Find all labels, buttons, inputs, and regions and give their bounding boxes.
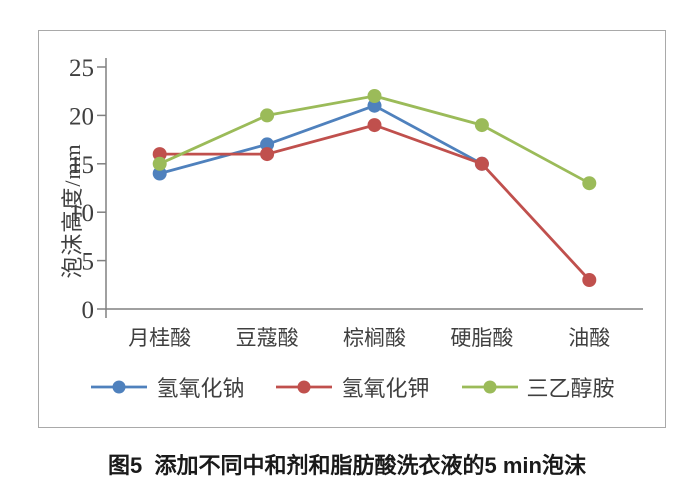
legend-marker-koh-icon [276,380,333,394]
series-point-2 [474,118,489,133]
y-tick-label: 20 [69,103,94,130]
legend: 氢氧化钠 氢氧化钾 三乙醇胺 [39,371,665,403]
legend-marker-tea-icon [461,380,518,394]
y-tick-label: 0 [82,297,95,324]
legend-item-koh: 氢氧化钾 [274,371,430,403]
y-tick-label: 5 [82,249,95,276]
series-point-1 [260,147,275,162]
x-tick-label: 硬脂酸 [450,326,513,350]
y-tick-label: 15 [69,152,94,179]
x-tick-label: 豆蔻酸 [236,326,299,350]
legend-item-naoh: 氢氧化钠 [89,371,244,403]
legend-label-koh: 氢氧化钾 [341,376,430,401]
legend-item-tea: 三乙醇胺 [460,371,615,403]
x-tick-label: 月桂酸 [128,326,191,350]
x-tick-label: 油酸 [568,326,610,350]
y-tick-label: 10 [69,200,94,227]
figure-caption: 图5 添加不同中和剂和脂肪酸洗衣液的5 min泡沫 [108,453,586,478]
legend-marker-naoh-icon [91,380,148,394]
series-point-1 [582,273,597,287]
series-point-2 [367,89,382,103]
chart-area: 0 5 10 15 20 25 月桂酸 豆蔻酸 棕榈酸 硬脂酸 油酸 泡沫高度/mm 氢氧化钠 氢氧… [38,30,666,428]
series-point-0 [260,137,275,152]
x-tick-label: 棕榈酸 [343,326,406,350]
legend-label-naoh: 氢氧化钠 [156,376,245,401]
series-point-2 [582,176,597,191]
y-axis-title: 泡沫高度/mm [60,143,85,279]
series-point-2 [260,108,275,123]
series-point-1 [152,147,167,162]
legend-label-tea: 三乙醇胺 [526,376,615,401]
series-line-0 [159,104,483,175]
y-tick-label: 25 [69,55,94,82]
series-point-2 [152,156,167,171]
line-chart: 0 5 10 15 20 25 月桂酸 豆蔻酸 棕榈酸 硬脂酸 油酸 [69,55,643,350]
series-point-0 [367,98,382,113]
series-point-1 [474,156,489,171]
series-point-0 [152,166,167,181]
series-point-1 [367,118,382,133]
